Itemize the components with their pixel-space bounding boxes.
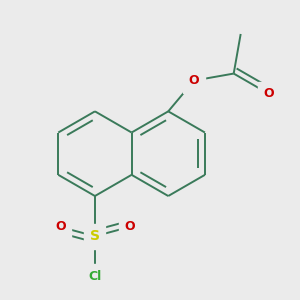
Text: S: S	[90, 229, 100, 243]
Text: Cl: Cl	[88, 270, 102, 283]
Text: O: O	[263, 87, 274, 100]
Text: O: O	[189, 74, 200, 87]
Text: O: O	[124, 220, 135, 233]
Text: O: O	[55, 220, 65, 233]
